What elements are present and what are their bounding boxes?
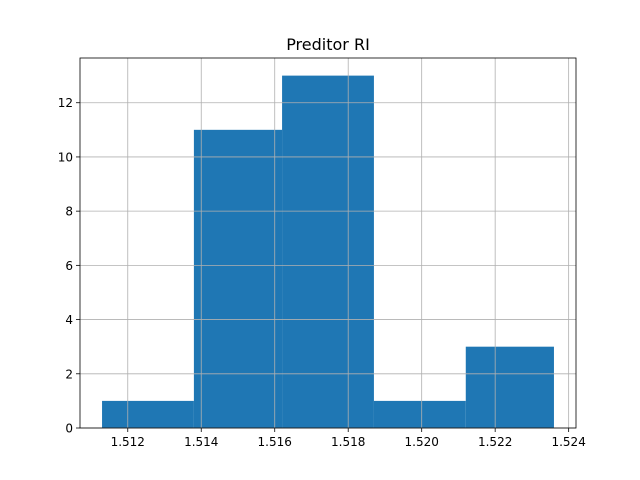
x-tick-label: 1.524 xyxy=(551,435,585,449)
y-tick-label: 10 xyxy=(58,150,73,164)
histogram-bar xyxy=(373,400,466,428)
histogram-bar xyxy=(282,75,374,428)
x-tick-label: 1.514 xyxy=(184,435,218,449)
x-tick-label: 1.518 xyxy=(331,435,365,449)
y-axis-ticks: 0 2 4 6 8 10 12 xyxy=(58,96,80,436)
y-tick-label: 12 xyxy=(58,96,73,110)
chart-title: Preditor RI xyxy=(286,35,370,54)
histogram-bar xyxy=(193,129,283,429)
x-tick-label: 1.522 xyxy=(478,435,512,449)
y-tick-label: 8 xyxy=(65,205,73,219)
x-tick-label: 1.516 xyxy=(258,435,292,449)
histogram-bar xyxy=(102,400,194,428)
bars xyxy=(102,75,554,429)
x-axis-ticks: 1.512 1.514 1.516 1.518 1.520 1.522 1.524 xyxy=(111,428,586,449)
x-tick-label: 1.512 xyxy=(111,435,145,449)
y-tick-label: 2 xyxy=(65,367,73,381)
y-tick-label: 0 xyxy=(65,422,73,436)
axes xyxy=(79,57,577,429)
x-tick-label: 1.520 xyxy=(405,435,439,449)
plot-frame xyxy=(79,57,577,429)
y-tick-label: 6 xyxy=(65,259,73,273)
y-tick-label: 4 xyxy=(65,313,73,327)
histogram-bar xyxy=(465,346,554,428)
